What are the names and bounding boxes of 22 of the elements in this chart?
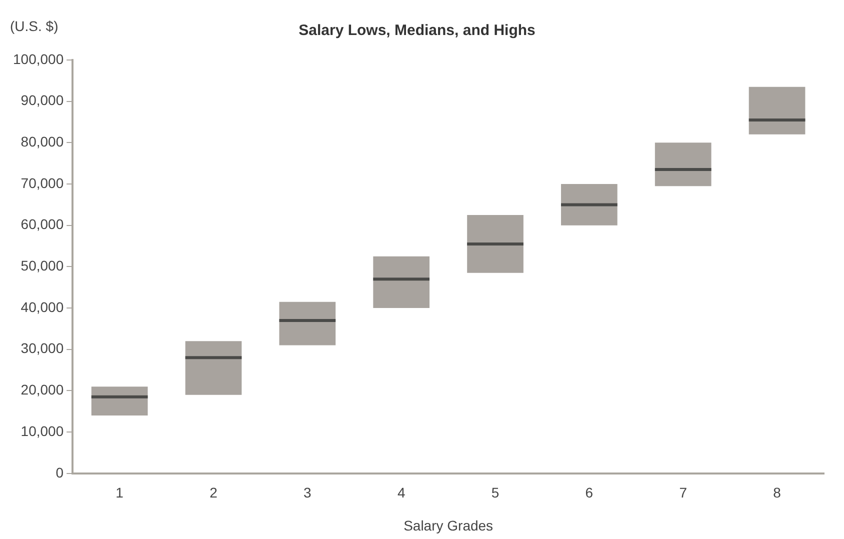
y-axis-title: (U.S. $) <box>10 18 58 34</box>
y-tick-label: 10,000 <box>20 422 64 439</box>
y-tick-label: 60,000 <box>20 216 64 232</box>
y-tick-label: 0 <box>56 464 64 480</box>
y-tick-label: 20,000 <box>20 382 64 398</box>
chart-title: Salary Lows, Medians, and Highs <box>298 22 536 40</box>
x-axis-title: Salary Grades <box>404 517 494 534</box>
x-tick-label: 5 <box>491 484 500 501</box>
y-tick-label: 40,000 <box>20 298 64 315</box>
y-tick-label: 100,000 <box>12 50 64 67</box>
y-tick-label: 50,000 <box>20 258 64 274</box>
x-tick-label: 3 <box>304 484 312 501</box>
y-tick-label: 90,000 <box>20 92 64 108</box>
x-tick-label: 4 <box>397 484 406 501</box>
y-tick-label: 30,000 <box>20 340 64 356</box>
x-tick-label: 8 <box>773 484 782 501</box>
x-tick-label: 7 <box>679 484 688 501</box>
x-tick-label: 2 <box>210 484 218 501</box>
x-tick-label: 6 <box>585 484 594 501</box>
y-tick-label: 80,000 <box>20 134 64 150</box>
y-tick-label: 70,000 <box>20 174 64 191</box>
x-tick-label: 1 <box>116 484 124 501</box>
